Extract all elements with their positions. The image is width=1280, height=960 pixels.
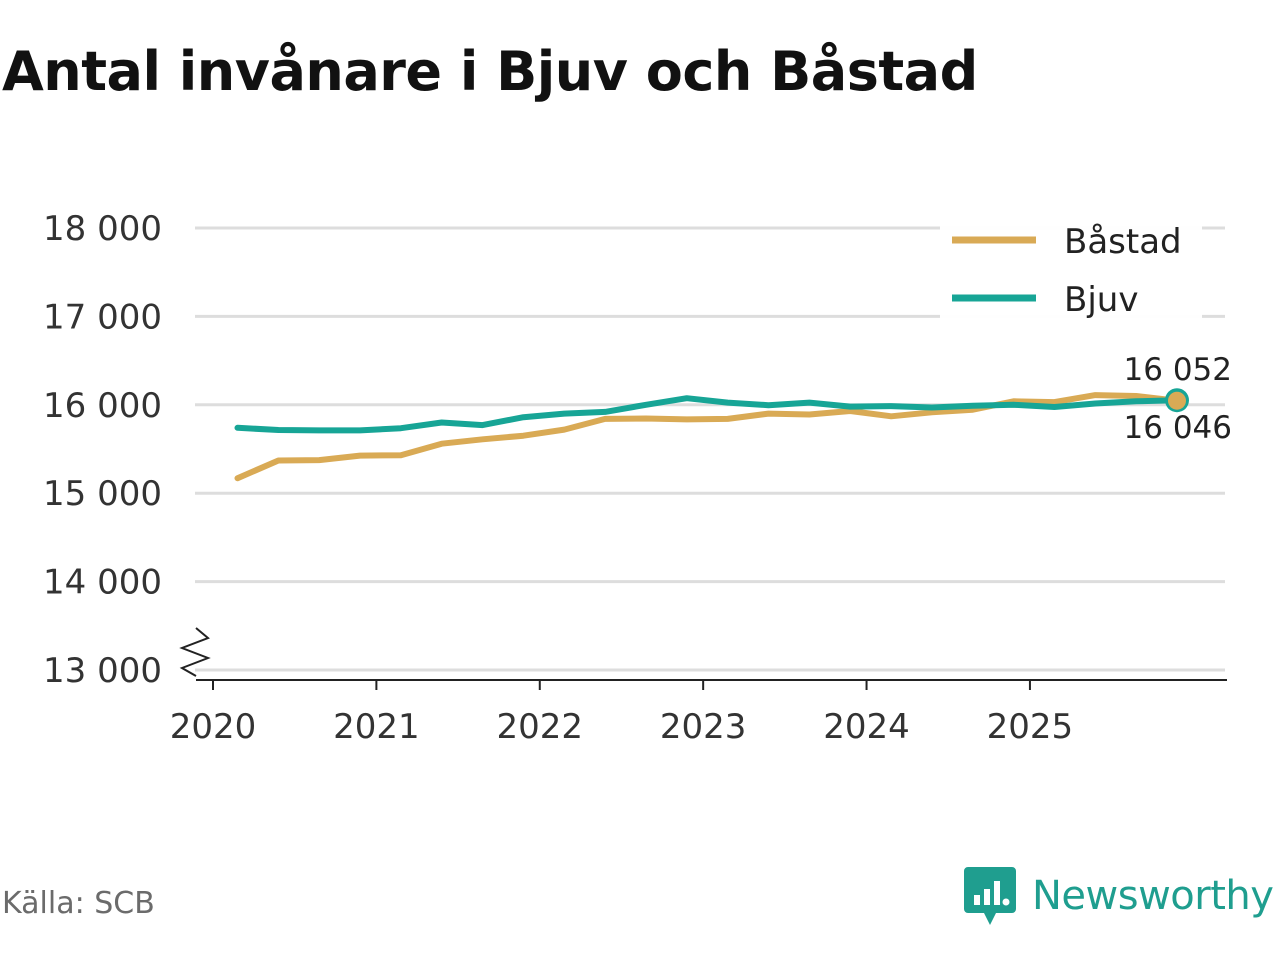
end-point-bastad <box>1167 391 1186 410</box>
x-tick-label: 2021 <box>333 707 420 747</box>
x-tick-label: 2020 <box>170 707 257 747</box>
end-markers: 16 052 16 046 <box>1124 352 1232 446</box>
brand-logo: Newsworthy <box>964 864 1274 928</box>
y-tick-label: 18 000 <box>43 209 162 249</box>
y-tick-label: 14 000 <box>43 563 162 603</box>
series-line-bastad <box>234 392 1180 482</box>
legend-label-bastad: Båstad <box>1064 222 1182 262</box>
brand-name: Newsworthy <box>1032 873 1274 919</box>
x-axis: 2020 2021 2022 2023 2024 2025 <box>170 627 1227 747</box>
gridlines: 13 000 14 000 15 000 16 000 17 000 18 000 <box>43 209 1225 691</box>
end-label-bastad: 16 046 <box>1124 410 1232 446</box>
x-tick-label: 2022 <box>497 707 584 747</box>
legend-background <box>940 212 1202 322</box>
y-tick-label: 13 000 <box>43 651 162 691</box>
legend-label-bjuv: Bjuv <box>1064 280 1138 320</box>
series-line-bjuv <box>234 395 1180 434</box>
x-tick-label: 2025 <box>987 707 1074 747</box>
legend: Båstad Bjuv <box>940 212 1202 322</box>
x-tick-label: 2023 <box>660 707 747 747</box>
chart-title: Antal invånare i Bjuv och Båstad <box>2 40 978 103</box>
y-tick-label: 17 000 <box>43 297 162 337</box>
y-tick-label: 16 000 <box>43 386 162 426</box>
bar-chart-speech-bubble-icon <box>964 867 1016 925</box>
source-label: Källa: SCB <box>2 886 155 921</box>
end-label-bjuv: 16 052 <box>1124 352 1232 388</box>
series-lines <box>234 392 1180 482</box>
y-tick-label: 15 000 <box>43 474 162 514</box>
axis-break-icon <box>179 627 211 677</box>
x-tick-label: 2024 <box>823 707 910 747</box>
